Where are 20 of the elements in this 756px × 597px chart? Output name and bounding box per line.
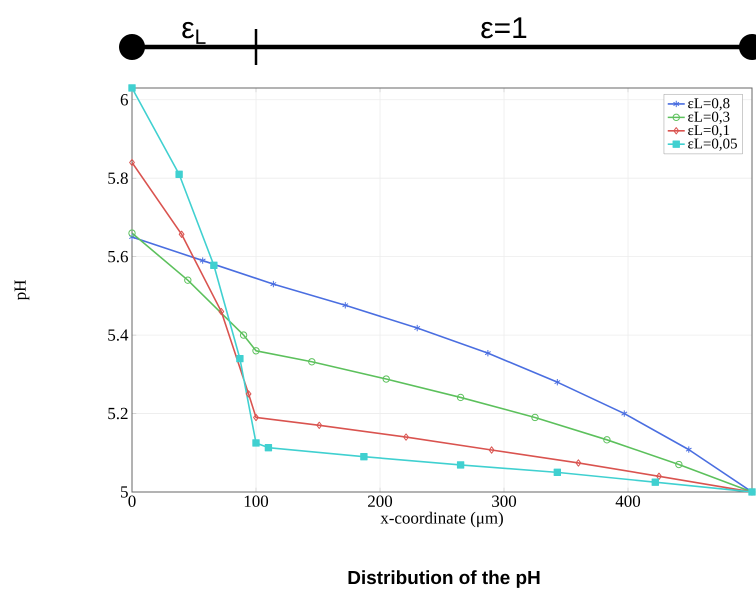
y-tick-label: 5.8 <box>108 172 128 184</box>
y-tick-label: 5 <box>121 486 128 498</box>
y-axis-title: pH <box>14 280 30 300</box>
x-tick-label: 100 <box>244 496 268 507</box>
x-axis-title: x-coordinate (μm) <box>380 512 503 528</box>
y-tick-label: 6 <box>120 94 128 106</box>
text: ε=1 <box>481 17 526 38</box>
y-tick-label: 5.4 <box>108 329 128 341</box>
legend-label: εL=0,1 <box>688 125 730 138</box>
legend-label: εL=0,3 <box>688 112 730 124</box>
y-tick-label: 5.2 <box>108 408 128 420</box>
legend-label: εL=0,8 <box>688 98 730 110</box>
legend-label: εL=0,05 <box>688 138 737 151</box>
text: Distribution of the pH <box>348 570 540 588</box>
x-tick-label: 300 <box>492 496 516 507</box>
x-tick-label: 200 <box>368 496 392 507</box>
y-tick-label: 5.6 <box>108 250 128 262</box>
text: ε$_{L}$ <box>182 22 206 44</box>
x-tick-label: 0 <box>128 496 136 507</box>
x-tick-label: 400 <box>616 496 640 507</box>
